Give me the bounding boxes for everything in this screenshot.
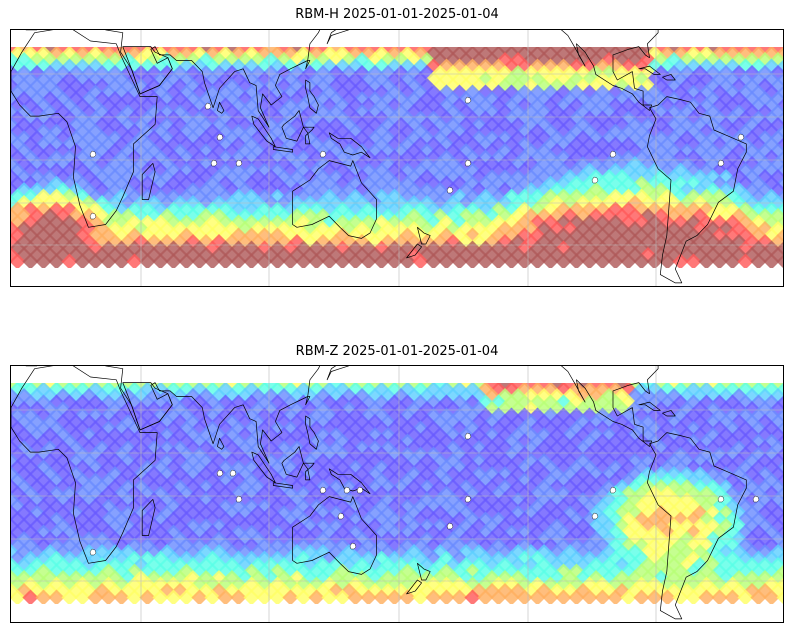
map-panel-bottom — [10, 365, 784, 623]
coastlines — [11, 30, 747, 284]
island-markers — [89, 432, 760, 556]
graticule — [11, 366, 783, 622]
map-svg-top — [11, 30, 783, 286]
coastlines — [11, 366, 747, 620]
data-field — [11, 38, 783, 270]
map-svg-bottom — [11, 366, 783, 622]
graticule — [11, 30, 783, 286]
data-field — [11, 374, 783, 606]
map-panel-top — [10, 29, 784, 287]
island-markers — [89, 96, 745, 220]
panel-title-top: RBM-H 2025-01-01-2025-01-04 — [295, 7, 499, 22]
panel-title-bottom: RBM-Z 2025-01-01-2025-01-04 — [295, 344, 499, 359]
